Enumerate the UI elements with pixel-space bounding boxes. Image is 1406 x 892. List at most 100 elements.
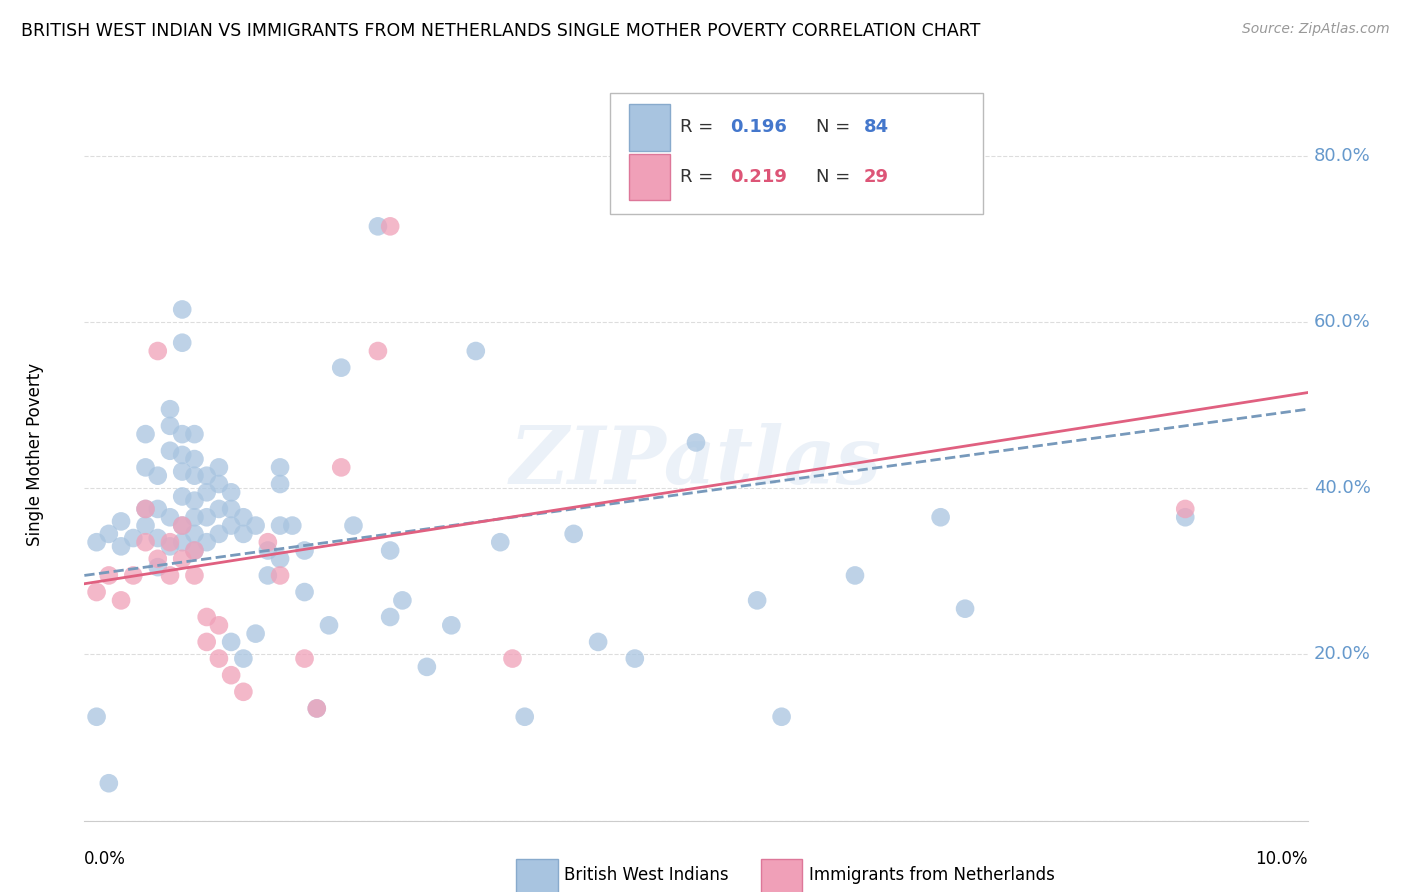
Point — [294, 543, 316, 558]
FancyBboxPatch shape — [610, 93, 983, 213]
Point — [929, 510, 952, 524]
Point — [232, 510, 254, 524]
Text: 0.219: 0.219 — [730, 168, 787, 186]
Point — [269, 477, 291, 491]
Point — [195, 510, 218, 524]
Point — [172, 518, 194, 533]
Point — [1174, 510, 1197, 524]
Point — [305, 701, 328, 715]
Point — [281, 518, 304, 533]
Point — [208, 618, 231, 632]
Point — [195, 485, 218, 500]
Point — [257, 543, 280, 558]
Point — [269, 568, 291, 582]
Point — [146, 551, 169, 566]
Point — [416, 660, 439, 674]
Point — [159, 535, 181, 549]
FancyBboxPatch shape — [628, 153, 671, 201]
Text: 84: 84 — [863, 119, 889, 136]
Point — [110, 515, 132, 529]
Text: 40.0%: 40.0% — [1313, 479, 1371, 497]
Point — [172, 551, 194, 566]
Point — [195, 610, 218, 624]
Point — [86, 585, 108, 599]
Point — [172, 448, 194, 462]
Point — [367, 219, 389, 234]
Point — [110, 593, 132, 607]
Point — [172, 465, 194, 479]
Point — [562, 527, 585, 541]
Text: Source: ZipAtlas.com: Source: ZipAtlas.com — [1241, 22, 1389, 37]
FancyBboxPatch shape — [516, 859, 558, 892]
Point — [208, 527, 231, 541]
Point — [245, 518, 267, 533]
Point — [380, 610, 402, 624]
Point — [624, 651, 647, 665]
Text: 29: 29 — [863, 168, 889, 186]
Point — [257, 568, 280, 582]
Point — [342, 518, 364, 533]
Point — [183, 510, 205, 524]
Point — [269, 551, 291, 566]
Point — [135, 502, 157, 516]
Point — [183, 468, 205, 483]
Text: ZIPatlas: ZIPatlas — [510, 424, 882, 501]
Point — [146, 531, 169, 545]
Point — [135, 518, 157, 533]
Point — [330, 460, 353, 475]
Point — [110, 539, 132, 553]
Point — [122, 531, 145, 545]
Point — [208, 460, 231, 475]
Point — [318, 618, 340, 632]
Text: British West Indians: British West Indians — [564, 866, 728, 885]
Point — [135, 502, 157, 516]
Point — [208, 502, 231, 516]
Point — [146, 560, 169, 574]
Point — [195, 468, 218, 483]
Point — [269, 518, 291, 533]
Point — [232, 527, 254, 541]
Point — [219, 668, 242, 682]
Point — [183, 527, 205, 541]
Point — [86, 710, 108, 724]
Point — [208, 477, 231, 491]
Text: 0.0%: 0.0% — [84, 850, 127, 868]
Point — [219, 518, 242, 533]
Point — [440, 618, 463, 632]
Point — [953, 601, 976, 615]
Point — [97, 527, 120, 541]
Point — [586, 635, 609, 649]
Text: N =: N = — [815, 168, 856, 186]
Point — [159, 443, 181, 458]
Text: Single Mother Poverty: Single Mother Poverty — [27, 363, 45, 547]
Point — [135, 427, 157, 442]
Point — [195, 535, 218, 549]
Point — [172, 335, 194, 350]
Point — [146, 344, 169, 359]
Text: BRITISH WEST INDIAN VS IMMIGRANTS FROM NETHERLANDS SINGLE MOTHER POVERTY CORRELA: BRITISH WEST INDIAN VS IMMIGRANTS FROM N… — [21, 22, 980, 40]
Point — [159, 418, 181, 433]
Point — [97, 776, 120, 790]
Point — [1174, 502, 1197, 516]
Point — [183, 543, 205, 558]
Text: Immigrants from Netherlands: Immigrants from Netherlands — [808, 866, 1054, 885]
Point — [219, 502, 242, 516]
Point — [172, 427, 194, 442]
Point — [146, 502, 169, 516]
Text: 80.0%: 80.0% — [1313, 146, 1371, 165]
Point — [489, 535, 512, 549]
Point — [135, 535, 157, 549]
Point — [380, 219, 402, 234]
FancyBboxPatch shape — [761, 859, 803, 892]
Point — [245, 626, 267, 640]
Point — [195, 635, 218, 649]
Point — [146, 468, 169, 483]
Point — [232, 685, 254, 699]
Point — [513, 710, 536, 724]
Point — [232, 651, 254, 665]
Point — [159, 539, 181, 553]
Text: R =: R = — [681, 168, 718, 186]
Point — [367, 344, 389, 359]
Point — [685, 435, 707, 450]
Point — [172, 535, 194, 549]
